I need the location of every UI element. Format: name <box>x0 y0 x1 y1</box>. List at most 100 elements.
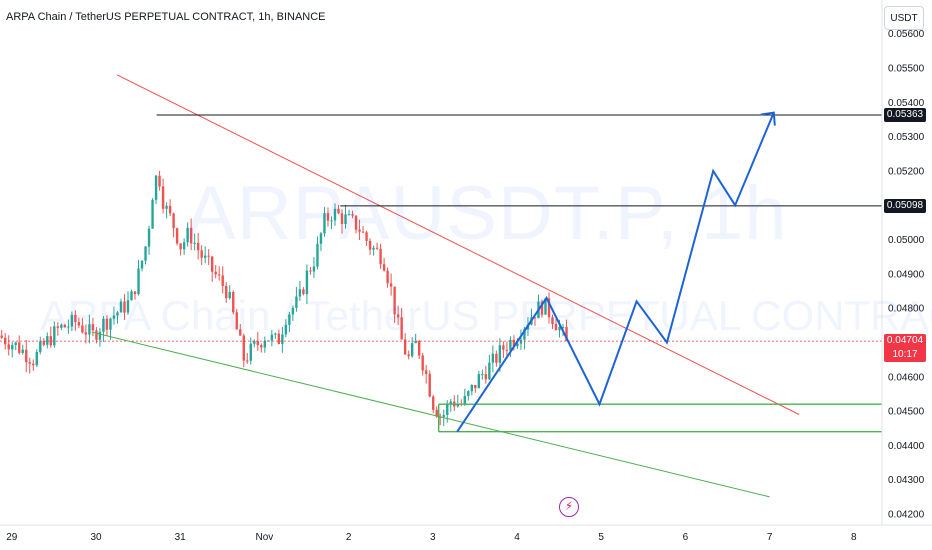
candle-body <box>358 229 361 232</box>
candle-body <box>368 240 372 250</box>
price-tick-label: 0.05300 <box>888 132 925 143</box>
candle-body <box>225 285 228 299</box>
candle-body <box>263 340 267 348</box>
watermark-name: ARPA Chain / TetherUS PERPETUAL CONTRACT <box>40 292 932 339</box>
currency-button[interactable]: USDT <box>884 6 924 30</box>
candle-body <box>140 260 144 269</box>
candle-body <box>547 298 551 318</box>
candle-body <box>147 228 151 247</box>
level-high-label: 0.05363 <box>884 108 926 122</box>
time-axis: 29 30 31 Nov 2 3 4 5 6 7 8 <box>0 524 932 543</box>
candle-body <box>189 227 193 244</box>
time-tick-label: Nov <box>256 532 274 543</box>
candle-body <box>347 214 351 216</box>
candle-body <box>119 301 123 313</box>
candle-body <box>544 298 547 315</box>
candle-body <box>442 414 445 417</box>
candle-body <box>151 199 154 229</box>
candle-body <box>330 220 333 222</box>
candle-body <box>495 353 498 363</box>
candle-body <box>39 341 42 352</box>
candles <box>0 170 568 427</box>
candle-body <box>218 274 221 276</box>
candle-body <box>14 342 17 346</box>
resistance-trendline <box>116 74 800 415</box>
candle-body <box>25 349 28 363</box>
candle-body <box>463 395 466 404</box>
candle-body <box>35 351 38 366</box>
candle-body <box>481 374 484 376</box>
candle-body <box>193 242 196 244</box>
candle-body <box>221 275 224 286</box>
candle-body <box>228 292 231 299</box>
candle-body <box>421 355 424 371</box>
candle-body <box>260 345 263 348</box>
price-axis: 0.04200 0.04300 0.04400 0.04500 0.04600 0.047… <box>881 0 925 525</box>
candle-body <box>561 327 565 329</box>
candle-body <box>42 341 45 345</box>
candle-body <box>28 362 31 364</box>
time-tick-label: 4 <box>514 532 520 543</box>
candle-body <box>554 324 558 331</box>
price-tick-label: 0.04800 <box>888 304 925 315</box>
candle-body <box>305 270 309 295</box>
price-tick-label: 0.05200 <box>888 166 925 177</box>
candle-body <box>186 227 189 243</box>
candle-body <box>179 243 182 250</box>
lightning-icon[interactable]: ⚡ <box>559 497 579 517</box>
candle-body <box>372 247 375 250</box>
projection-path <box>456 112 775 433</box>
candle-body <box>126 300 130 313</box>
candle-body <box>133 291 137 295</box>
candle-body <box>74 314 77 323</box>
candle-body <box>382 264 386 271</box>
candle-body <box>256 341 260 346</box>
candle-body <box>207 255 210 257</box>
candle-body <box>175 228 179 244</box>
candle-body <box>60 324 63 328</box>
candle-body <box>63 324 67 328</box>
candle-body <box>172 213 175 229</box>
candle-body <box>144 246 147 261</box>
candle-body <box>449 401 452 404</box>
candle-body <box>109 318 112 330</box>
candle-body <box>309 270 312 272</box>
candle-body <box>393 286 396 315</box>
candle-body <box>46 336 49 345</box>
candle-body <box>274 333 277 335</box>
candle-body <box>116 312 119 316</box>
candle-body <box>161 186 165 209</box>
price-tick-label: 0.04300 <box>888 475 925 486</box>
candle-body <box>154 175 158 200</box>
candle-body <box>312 266 316 272</box>
candle-body <box>21 349 24 353</box>
candle-body <box>558 327 561 331</box>
candle-body <box>326 213 330 221</box>
candle-body <box>137 268 140 295</box>
candle-body <box>428 373 431 397</box>
price-tick-label: 0.05400 <box>888 98 925 109</box>
candle-body <box>403 339 407 355</box>
chart-title: ARPA Chain / TetherUS PERPETUAL CONTRACT… <box>6 11 326 23</box>
candle-body <box>196 242 200 251</box>
candle-body <box>210 256 214 272</box>
time-tick-label: 8 <box>851 532 857 543</box>
last-price-value: 0.04704 <box>886 335 924 347</box>
candle-body <box>417 341 421 356</box>
time-tick-label: 3 <box>430 532 436 543</box>
candle-body <box>84 332 88 335</box>
time-tick-label: 7 <box>767 532 773 543</box>
candle-body <box>498 345 502 363</box>
candle-body <box>249 343 252 361</box>
candle-body <box>232 292 235 313</box>
price-tick-label: 0.05600 <box>888 29 925 40</box>
candle-body <box>53 326 56 346</box>
candle-body <box>456 403 459 407</box>
candle-body <box>533 317 537 319</box>
candle-body <box>165 205 168 209</box>
price-tick-label: 0.04500 <box>888 407 925 418</box>
candle-body <box>200 250 203 258</box>
price-tick-label: 0.04900 <box>888 269 925 280</box>
candle-body <box>102 318 105 332</box>
